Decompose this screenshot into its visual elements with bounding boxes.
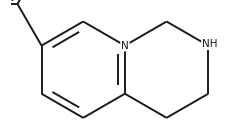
Text: NH: NH: [202, 39, 217, 49]
Text: N: N: [121, 41, 129, 51]
